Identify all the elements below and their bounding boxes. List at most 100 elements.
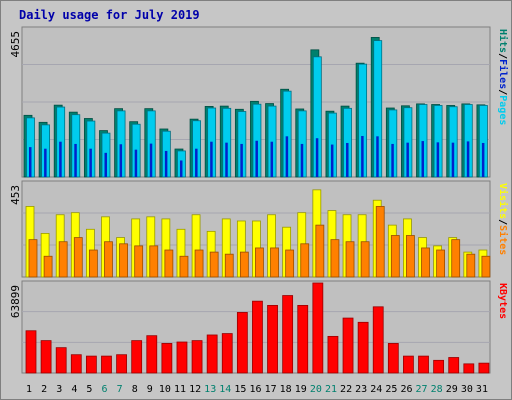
x-tick-label: 15 bbox=[234, 384, 246, 395]
bar-sites bbox=[209, 251, 219, 278]
x-tick-label: 31 bbox=[476, 384, 488, 395]
bar-kbytes bbox=[387, 343, 399, 374]
bar-kbytes bbox=[327, 335, 339, 374]
ymax-label-1: 4655 bbox=[9, 31, 22, 58]
bar-sites bbox=[255, 247, 264, 278]
bar-pages bbox=[89, 148, 92, 177]
x-tick-label: 30 bbox=[461, 384, 473, 395]
bar-kbytes bbox=[448, 357, 460, 374]
bar-kbytes bbox=[433, 359, 445, 374]
x-tick-label: 16 bbox=[249, 384, 261, 395]
bar-kbytes bbox=[252, 300, 263, 374]
bar-sites bbox=[360, 241, 370, 278]
x-tick-label: 8 bbox=[132, 384, 138, 395]
bar-pages bbox=[376, 136, 379, 177]
bar-pages bbox=[59, 141, 62, 177]
bar-pages bbox=[451, 142, 455, 177]
bar-pages bbox=[406, 142, 409, 177]
x-tick-label: 27 bbox=[416, 384, 428, 395]
legend-part: / bbox=[497, 89, 508, 95]
bar-kbytes bbox=[55, 347, 67, 374]
bar-pages bbox=[285, 136, 289, 177]
bar-kbytes bbox=[418, 355, 429, 374]
bar-pages bbox=[179, 160, 183, 177]
bar-sites bbox=[315, 224, 325, 278]
bar-pages bbox=[210, 141, 213, 177]
bar-pages bbox=[255, 140, 258, 177]
bar-kbytes bbox=[297, 304, 309, 374]
bar-kbytes bbox=[146, 335, 158, 374]
bar-sites bbox=[330, 239, 340, 278]
x-tick-label: 6 bbox=[102, 384, 108, 395]
bar-pages bbox=[240, 143, 243, 177]
bar-kbytes bbox=[236, 312, 248, 374]
bar-kbytes bbox=[221, 333, 233, 374]
x-tick-label: 2 bbox=[41, 384, 47, 395]
bar-sites bbox=[73, 237, 83, 278]
bar-kbytes bbox=[161, 343, 173, 374]
bar-sites bbox=[375, 206, 385, 278]
bar-kbytes bbox=[116, 354, 127, 374]
x-tick-label: 4 bbox=[71, 384, 77, 395]
x-tick-label: 22 bbox=[340, 384, 352, 395]
bar-kbytes bbox=[101, 355, 112, 374]
bar-kbytes bbox=[342, 317, 354, 374]
bar-kbytes bbox=[282, 295, 294, 374]
bar-kbytes bbox=[403, 355, 414, 374]
bar-sites bbox=[43, 255, 53, 278]
bar-pages bbox=[195, 148, 198, 177]
bar-pages bbox=[134, 149, 138, 177]
bar-kbytes bbox=[191, 340, 203, 374]
x-tick-label: 23 bbox=[355, 384, 367, 395]
x-tick-label: 13 bbox=[204, 384, 216, 395]
bar-sites bbox=[58, 241, 68, 278]
bar-kbytes bbox=[206, 334, 218, 374]
bar-pages bbox=[119, 144, 123, 177]
bar-pages bbox=[346, 142, 349, 177]
x-tick-label: 11 bbox=[174, 384, 186, 395]
bar-sites bbox=[285, 249, 295, 278]
bar-pages bbox=[225, 142, 228, 177]
x-tick-label: 21 bbox=[325, 384, 337, 395]
legend-part: Pages bbox=[497, 95, 508, 125]
legend-label-1: Hits/Files/Pages bbox=[497, 29, 509, 125]
bar-kbytes bbox=[357, 321, 369, 374]
bar-pages bbox=[104, 152, 107, 177]
bar-kbytes bbox=[85, 355, 97, 374]
legend-label-3: KBytes bbox=[497, 283, 508, 319]
ymax-label-2: 453 bbox=[9, 185, 22, 205]
x-tick-label: 28 bbox=[431, 384, 443, 395]
bar-kbytes bbox=[70, 354, 82, 374]
bar-sites bbox=[239, 251, 249, 278]
bar-pages bbox=[300, 143, 304, 177]
x-tick-label: 20 bbox=[310, 384, 322, 395]
bar-pages bbox=[466, 141, 470, 177]
bar-pages bbox=[29, 147, 32, 177]
bar-sites bbox=[88, 249, 98, 278]
x-tick-label: 10 bbox=[159, 384, 171, 395]
bar-sites bbox=[134, 245, 144, 278]
bar-kbytes bbox=[176, 341, 188, 374]
bar-pages bbox=[164, 150, 168, 177]
bar-pages bbox=[74, 143, 77, 177]
bar-sites bbox=[481, 255, 491, 278]
bar-kbytes bbox=[312, 282, 324, 374]
x-tick-label: 7 bbox=[117, 384, 123, 395]
x-tick-label: 19 bbox=[295, 384, 307, 395]
x-tick-label: 24 bbox=[370, 384, 382, 395]
x-tick-label: 18 bbox=[280, 384, 292, 395]
bar-kbytes bbox=[40, 340, 52, 374]
bar-pages bbox=[330, 144, 334, 177]
x-tick-label: 1 bbox=[26, 384, 32, 395]
legend-part: Files bbox=[497, 59, 509, 89]
bar-sites bbox=[224, 253, 234, 278]
bar-sites bbox=[119, 243, 128, 278]
bar-sites bbox=[436, 249, 446, 278]
x-tick-label: 25 bbox=[385, 384, 397, 395]
bar-pages bbox=[391, 143, 394, 177]
bar-kbytes bbox=[25, 330, 37, 374]
legend-part: / bbox=[497, 53, 508, 59]
x-tick-label: 29 bbox=[446, 384, 458, 395]
x-tick-label: 9 bbox=[147, 384, 153, 395]
